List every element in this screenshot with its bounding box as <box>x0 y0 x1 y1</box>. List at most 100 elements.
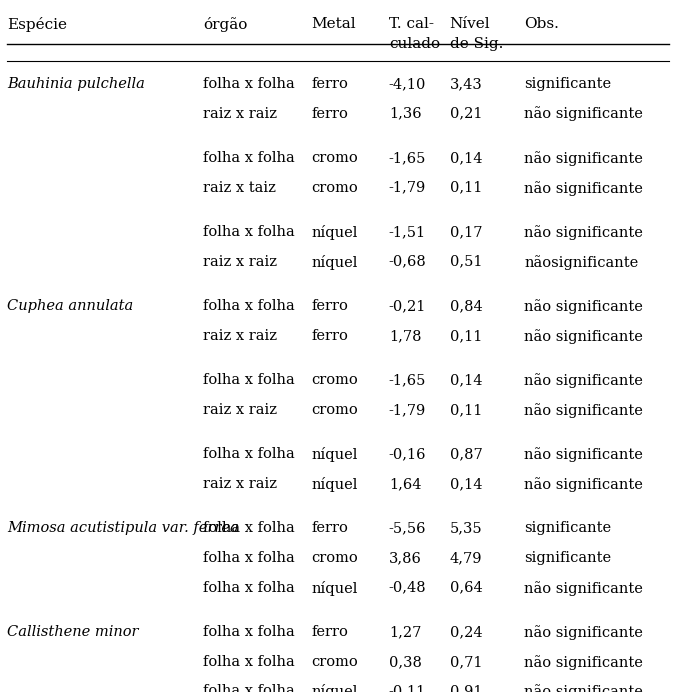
Text: 0,11: 0,11 <box>450 181 482 194</box>
Text: não significante: não significante <box>524 447 643 462</box>
Text: 5,35: 5,35 <box>450 522 482 536</box>
Text: 4,79: 4,79 <box>450 551 482 565</box>
Text: significante: significante <box>524 77 611 91</box>
Text: 0,64: 0,64 <box>450 581 483 594</box>
Text: 0,11: 0,11 <box>450 329 482 343</box>
Text: não significante: não significante <box>524 477 643 492</box>
Text: -1,65: -1,65 <box>389 151 427 165</box>
Text: -0,48: -0,48 <box>389 581 427 594</box>
Text: níquel: níquel <box>311 684 357 692</box>
Text: significante: significante <box>524 551 611 565</box>
Text: 0,91: 0,91 <box>450 684 482 692</box>
Text: -0,68: -0,68 <box>389 255 427 268</box>
Text: Callisthene minor: Callisthene minor <box>7 625 138 639</box>
Text: não significante: não significante <box>524 373 643 388</box>
Text: Espécie: Espécie <box>7 17 67 32</box>
Text: T. cal-: T. cal- <box>389 17 434 31</box>
Text: ferro: ferro <box>311 522 348 536</box>
Text: raiz x raiz: raiz x raiz <box>203 403 277 417</box>
Text: não significante: não significante <box>524 181 643 196</box>
Text: 1,27: 1,27 <box>389 625 421 639</box>
Text: folha x folha: folha x folha <box>203 299 294 313</box>
Text: folha x folha: folha x folha <box>203 581 294 594</box>
Text: Metal: Metal <box>311 17 355 31</box>
Text: Mimosa acutistipula var. ferrea: Mimosa acutistipula var. ferrea <box>7 522 238 536</box>
Text: 1,78: 1,78 <box>389 329 421 343</box>
Text: nãosignificante: nãosignificante <box>524 255 638 270</box>
Text: ferro: ferro <box>311 77 348 91</box>
Text: não significante: não significante <box>524 684 643 692</box>
Text: 0,51: 0,51 <box>450 255 482 268</box>
Text: culado: culado <box>389 37 440 51</box>
Text: 1,36: 1,36 <box>389 107 421 120</box>
Text: 1,64: 1,64 <box>389 477 421 491</box>
Text: 3,86: 3,86 <box>389 551 422 565</box>
Text: 0,14: 0,14 <box>450 477 482 491</box>
Text: folha x folha: folha x folha <box>203 77 294 91</box>
Text: folha x folha: folha x folha <box>203 447 294 462</box>
Text: folha x folha: folha x folha <box>203 625 294 639</box>
Text: não significante: não significante <box>524 329 643 344</box>
Text: folha x folha: folha x folha <box>203 551 294 565</box>
Text: cromo: cromo <box>311 655 357 668</box>
Text: níquel: níquel <box>311 581 357 596</box>
Text: 0,84: 0,84 <box>450 299 483 313</box>
Text: níquel: níquel <box>311 447 357 462</box>
Text: significante: significante <box>524 522 611 536</box>
Text: cromo: cromo <box>311 373 357 388</box>
Text: ferro: ferro <box>311 625 348 639</box>
Text: ferro: ferro <box>311 329 348 343</box>
Text: não significante: não significante <box>524 299 643 314</box>
Text: 0,21: 0,21 <box>450 107 482 120</box>
Text: órgão: órgão <box>203 17 247 32</box>
Text: 0,14: 0,14 <box>450 151 482 165</box>
Text: Obs.: Obs. <box>524 17 559 31</box>
Text: raiz x raiz: raiz x raiz <box>203 255 277 268</box>
Text: cromo: cromo <box>311 181 357 194</box>
Text: níquel: níquel <box>311 225 357 240</box>
Text: -1,65: -1,65 <box>389 373 427 388</box>
Text: 0,17: 0,17 <box>450 225 482 239</box>
Text: 0,24: 0,24 <box>450 625 482 639</box>
Text: folha x folha: folha x folha <box>203 225 294 239</box>
Text: -1,79: -1,79 <box>389 181 426 194</box>
Text: folha x folha: folha x folha <box>203 655 294 668</box>
Text: -1,79: -1,79 <box>389 403 426 417</box>
Text: cromo: cromo <box>311 403 357 417</box>
Text: 0,71: 0,71 <box>450 655 482 668</box>
Text: ferro: ferro <box>311 107 348 120</box>
Text: -5,56: -5,56 <box>389 522 427 536</box>
Text: folha x folha: folha x folha <box>203 151 294 165</box>
Text: cromo: cromo <box>311 151 357 165</box>
Text: níquel: níquel <box>311 255 357 270</box>
Text: 3,43: 3,43 <box>450 77 483 91</box>
Text: raiz x raiz: raiz x raiz <box>203 477 277 491</box>
Text: 0,11: 0,11 <box>450 403 482 417</box>
Text: Cuphea annulata: Cuphea annulata <box>7 299 133 313</box>
Text: não significante: não significante <box>524 151 643 166</box>
Text: não significante: não significante <box>524 403 643 418</box>
Text: folha x folha: folha x folha <box>203 373 294 388</box>
Text: não significante: não significante <box>524 107 643 122</box>
Text: 0,87: 0,87 <box>450 447 483 462</box>
Text: Nível: Nível <box>450 17 490 31</box>
Text: -0,21: -0,21 <box>389 299 427 313</box>
Text: -0,11: -0,11 <box>389 684 426 692</box>
Text: folha x folha: folha x folha <box>203 684 294 692</box>
Text: -0,16: -0,16 <box>389 447 427 462</box>
Text: raiz x raiz: raiz x raiz <box>203 107 277 120</box>
Text: folha x folha: folha x folha <box>203 522 294 536</box>
Text: não significante: não significante <box>524 225 643 240</box>
Text: não significante: não significante <box>524 581 643 596</box>
Text: raiz x raiz: raiz x raiz <box>203 329 277 343</box>
Text: ferro: ferro <box>311 299 348 313</box>
Text: níquel: níquel <box>311 477 357 492</box>
Text: não significante: não significante <box>524 625 643 640</box>
Text: não significante: não significante <box>524 655 643 670</box>
Text: de Sig.: de Sig. <box>450 37 503 51</box>
Text: cromo: cromo <box>311 551 357 565</box>
Text: 0,38: 0,38 <box>389 655 422 668</box>
Text: 0,14: 0,14 <box>450 373 482 388</box>
Text: Bauhinia pulchella: Bauhinia pulchella <box>7 77 145 91</box>
Text: -1,51: -1,51 <box>389 225 426 239</box>
